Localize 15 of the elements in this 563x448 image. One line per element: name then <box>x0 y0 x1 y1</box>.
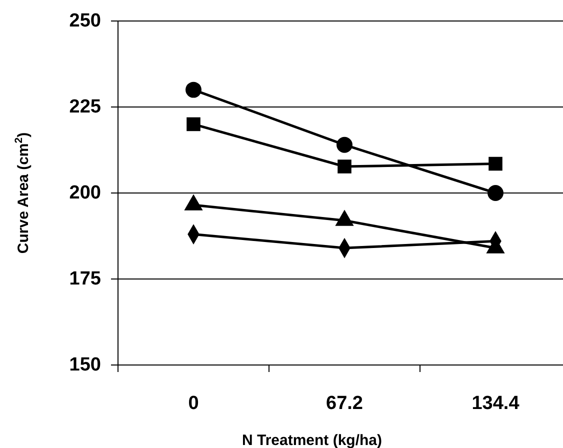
point <box>488 185 504 201</box>
y-tick-label: 225 <box>69 96 102 118</box>
y-tick-label: 175 <box>69 268 102 290</box>
point <box>338 160 352 174</box>
point <box>488 156 502 171</box>
point <box>336 136 352 153</box>
y-tick-label: 200 <box>69 182 101 204</box>
x-tick-label: 67.2 <box>326 393 363 414</box>
x-tick-label: 134.4 <box>472 393 520 414</box>
x-axis-title: N Treatment (kg/ha) <box>242 432 382 448</box>
x-tick-label: 0 <box>188 393 199 414</box>
point <box>186 82 202 98</box>
y-tick-label: 150 <box>69 354 101 376</box>
y-tick-label: 250 <box>69 10 101 32</box>
point <box>186 117 200 132</box>
